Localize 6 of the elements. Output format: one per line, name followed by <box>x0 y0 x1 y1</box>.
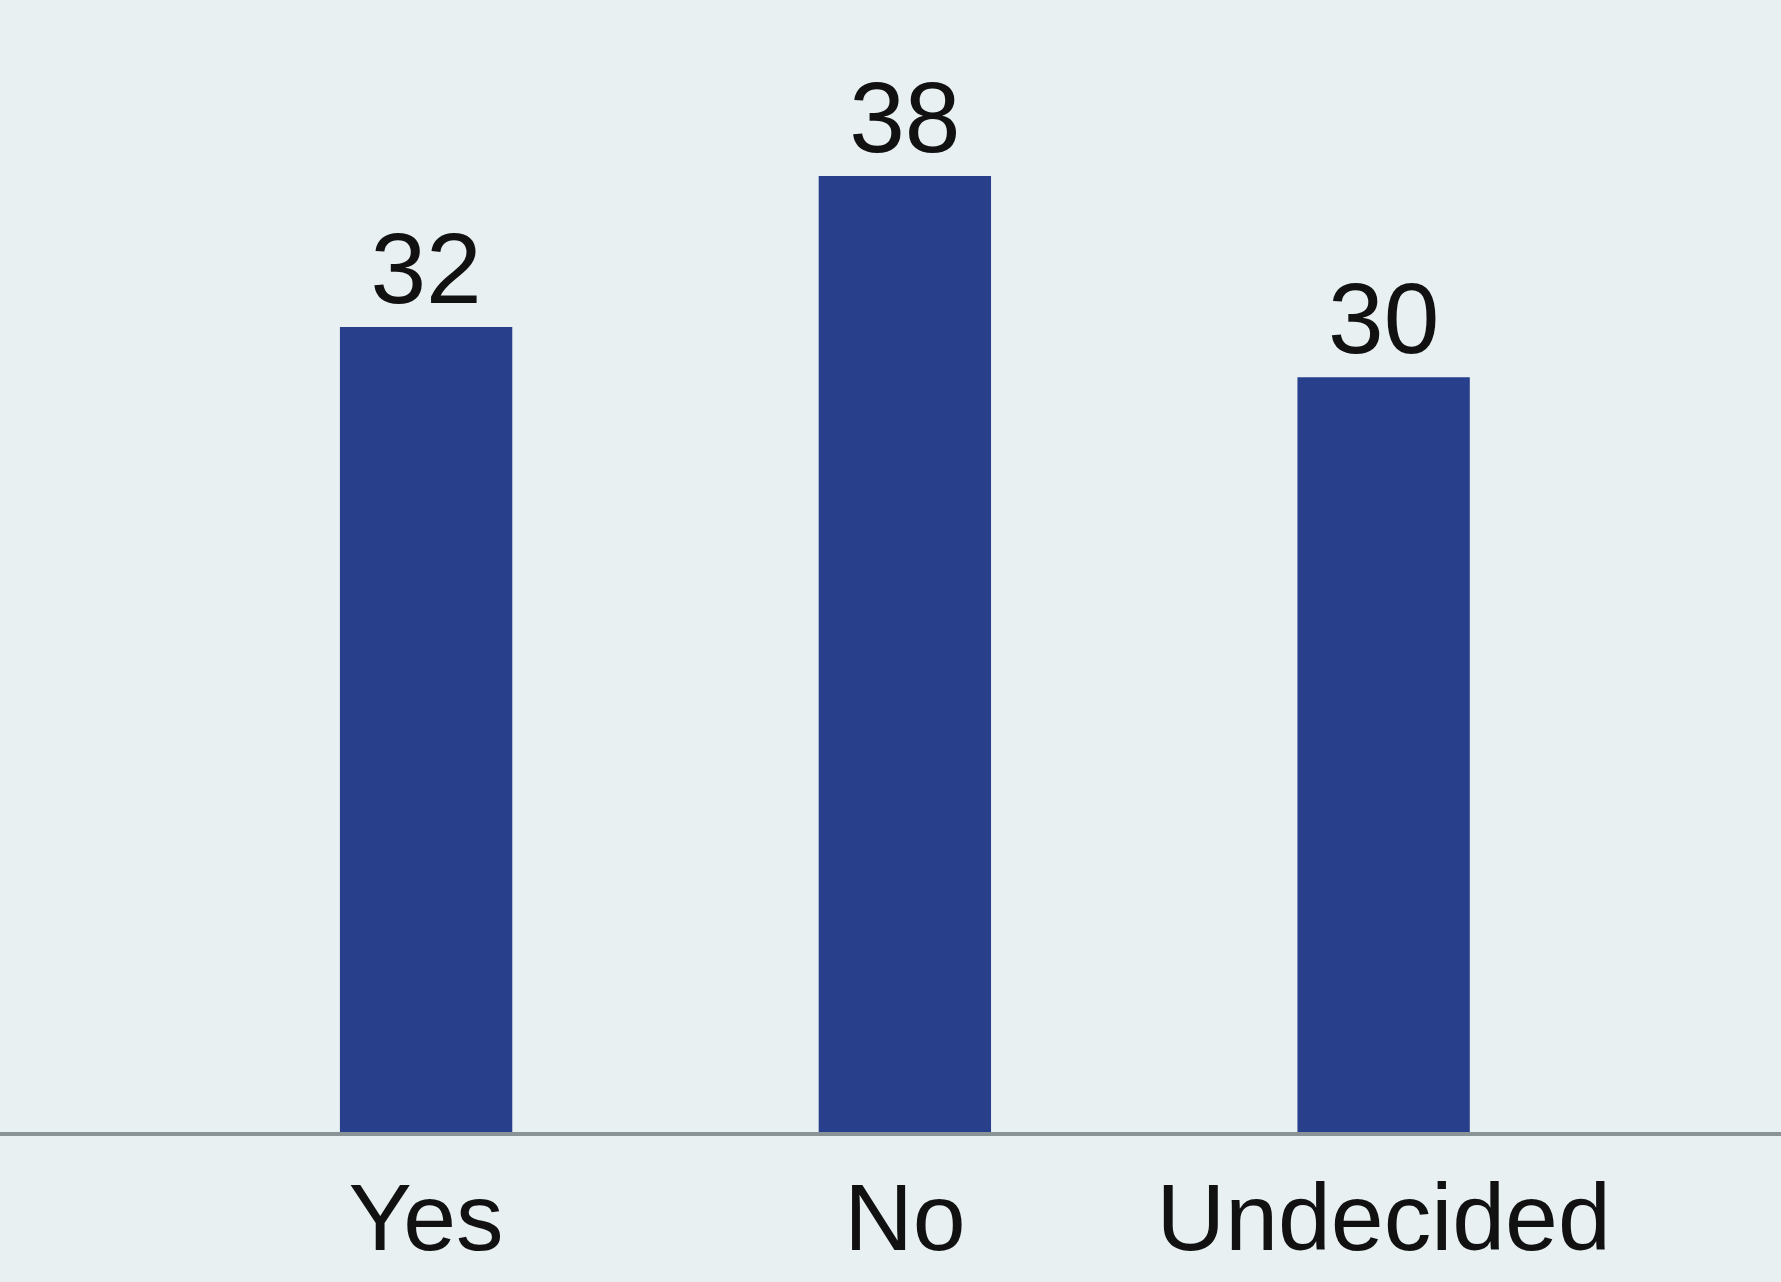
x-tick-label: Undecided <box>1156 1164 1611 1270</box>
data-label: 38 <box>849 61 961 174</box>
x-tick-label: Yes <box>348 1164 504 1270</box>
data-label: 32 <box>370 212 482 325</box>
x-tick-label: No <box>844 1164 966 1270</box>
data-label: 30 <box>1328 262 1440 375</box>
